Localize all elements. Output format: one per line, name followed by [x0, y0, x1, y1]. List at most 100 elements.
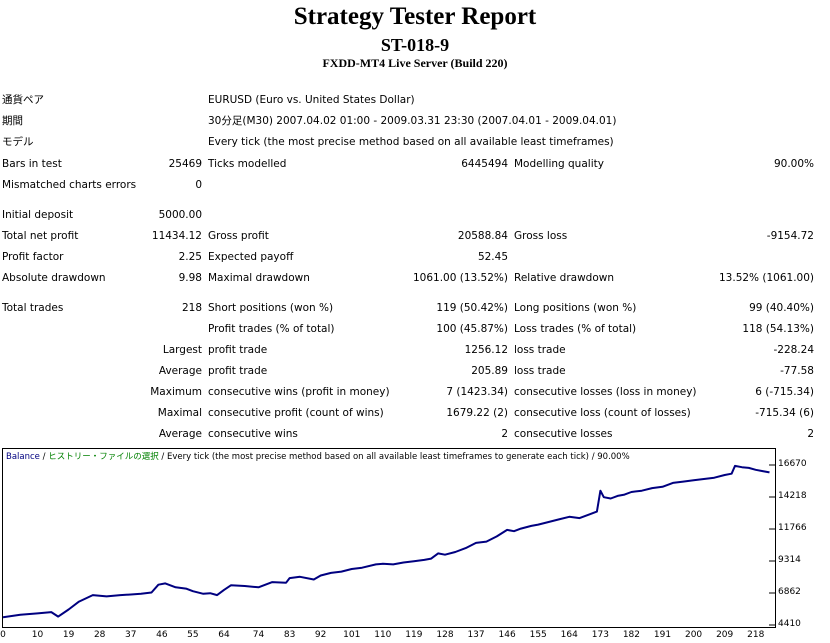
pair-label: 通貨ペア — [2, 94, 44, 106]
deposit-label: Initial deposit — [2, 209, 74, 221]
legend-history: ヒストリー・ファイルの選択 — [48, 452, 159, 462]
total-trades-value: 218 — [181, 302, 202, 314]
maximal-consec-profit-value: 1679.22 (2) — [446, 407, 508, 419]
x-tick-label: 128 — [436, 630, 454, 640]
bars-label: Bars in test — [2, 158, 62, 170]
maximal-drawdown-value: 1061.00 (13.52%) — [413, 272, 508, 284]
profit-factor-label: Profit factor — [2, 251, 64, 263]
model-label: モデル — [2, 136, 34, 148]
short-positions-value: 119 (50.42%) — [436, 302, 508, 314]
legend-separator: / — [39, 452, 49, 462]
mismatch-value: 0 — [195, 179, 202, 191]
net-profit-value: 11434.12 — [151, 230, 202, 242]
pair-value: EURUSD (Euro vs. United States Dollar) — [208, 94, 415, 106]
ticks-label: Ticks modelled — [208, 158, 287, 170]
mismatch-label: Mismatched charts errors — [2, 179, 137, 191]
long-positions-label: Long positions (won %) — [514, 302, 637, 314]
x-tick-label: 200 — [684, 630, 703, 640]
gross-profit-label: Gross profit — [208, 230, 269, 242]
x-tick-label: 28 — [93, 630, 106, 640]
y-tick-label: 11766 — [778, 523, 807, 533]
avg-consec-losses-value: 2 — [807, 428, 814, 440]
x-tick-label: 19 — [62, 630, 75, 640]
avg-consec-losses-label: consecutive losses — [514, 428, 613, 440]
balance-chart: Balance / ヒストリー・ファイルの選択 / Every tick (th… — [2, 448, 776, 628]
x-tick-label: 110 — [374, 630, 392, 640]
net-profit-label: Total net profit — [2, 230, 79, 242]
y-tick-label: 4410 — [778, 619, 801, 629]
ticks-value: 6445494 — [461, 158, 508, 170]
loss-trades-label: Loss trades (% of total) — [514, 323, 637, 335]
x-tick-label: 182 — [622, 630, 641, 640]
x-tick-label: 37 — [125, 630, 137, 640]
short-positions-label: Short positions (won %) — [208, 302, 334, 314]
average-loss-label: loss trade — [514, 365, 566, 377]
period-value: 30分足(M30) 2007.04.02 01:00 - 2009.03.31 … — [208, 115, 617, 127]
x-tick-label: 46 — [156, 630, 168, 640]
total-trades-label: Total trades — [2, 302, 64, 314]
absolute-drawdown-label: Absolute drawdown — [2, 272, 106, 284]
avg-consec-wins-label: consecutive wins — [208, 428, 298, 440]
maximal-consec-loss-value: -715.34 (6) — [755, 407, 814, 419]
x-tick-label: 10 — [31, 630, 44, 640]
balance-chart-svg — [3, 464, 775, 626]
model-value: Every tick (the most precise method base… — [208, 136, 614, 148]
maximal-consec-profit-label: consecutive profit (count of wins) — [208, 407, 384, 419]
x-tick-label: 191 — [653, 630, 672, 640]
average-consec-label: Average — [158, 428, 202, 440]
balance-line — [3, 464, 770, 619]
profit-trades-value: 100 (45.87%) — [436, 323, 508, 335]
average-profit-value: 205.89 — [471, 365, 508, 377]
max-consec-wins-label: consecutive wins (profit in money) — [208, 386, 390, 398]
relative-drawdown-label: Relative drawdown — [514, 272, 615, 284]
gross-profit-value: 20588.84 — [457, 230, 508, 242]
x-tick-label: 137 — [467, 630, 485, 640]
x-tick-label: 218 — [747, 630, 765, 640]
largest-label: Largest — [162, 344, 202, 356]
largest-profit-label: profit trade — [208, 344, 268, 356]
x-tick-label: 173 — [591, 630, 609, 640]
x-tick-label: 164 — [560, 630, 578, 640]
y-tick-label: 9314 — [778, 555, 801, 565]
symbol-code: ST-018-9 — [380, 35, 450, 55]
profit-trades-label: Profit trades (% of total) — [208, 323, 335, 335]
server-name: FXDD-MT4 Live Server (Build 220) — [322, 56, 508, 70]
x-tick-label: 146 — [498, 630, 516, 640]
x-tick-label: 155 — [529, 630, 547, 640]
gross-loss-value: -9154.72 — [766, 230, 814, 242]
max-consec-losses-value: 6 (-715.34) — [755, 386, 814, 398]
absolute-drawdown-value: 9.98 — [178, 272, 202, 284]
average-profit-label: profit trade — [208, 365, 268, 377]
x-tick-label: 64 — [218, 630, 230, 640]
x-tick-label: 119 — [405, 630, 423, 640]
chart-legend: Balance / ヒストリー・ファイルの選択 / Every tick (th… — [6, 452, 630, 463]
quality-value: 90.00% — [773, 158, 814, 170]
largest-loss-value: -228.24 — [773, 344, 814, 356]
period-label: 期間 — [2, 115, 23, 127]
x-tick-label: 209 — [716, 630, 734, 640]
largest-profit-value: 1256.12 — [464, 344, 508, 356]
profit-factor-value: 2.25 — [178, 251, 202, 263]
maximum-label: Maximum — [150, 386, 202, 398]
legend-balance: Balance — [6, 452, 40, 462]
maximal-label: Maximal — [157, 407, 202, 419]
deposit-value: 5000.00 — [158, 209, 202, 221]
x-tick-label: 74 — [252, 630, 265, 640]
y-tick-label: 6862 — [778, 587, 801, 597]
avg-consec-wins-value: 2 — [501, 428, 508, 440]
relative-drawdown-value: 13.52% (1061.00) — [719, 272, 814, 284]
x-tick-label: 0 — [0, 630, 6, 640]
maximal-consec-loss-label: consecutive loss (count of losses) — [514, 407, 691, 419]
x-tick-label: 92 — [314, 630, 327, 640]
legend-description: / Every tick (the most precise method ba… — [158, 452, 630, 462]
quality-label: Modelling quality — [514, 158, 604, 170]
bars-value: 25469 — [168, 158, 202, 170]
expected-payoff-label: Expected payoff — [208, 251, 294, 263]
y-tick-label: 16670 — [778, 459, 807, 469]
max-consec-wins-value: 7 (1423.34) — [446, 386, 508, 398]
x-tick-label: 55 — [187, 630, 199, 640]
x-tick-label: 83 — [283, 630, 296, 640]
long-positions-value: 99 (40.40%) — [749, 302, 814, 314]
largest-loss-label: loss trade — [514, 344, 566, 356]
average-label: Average — [158, 365, 202, 377]
